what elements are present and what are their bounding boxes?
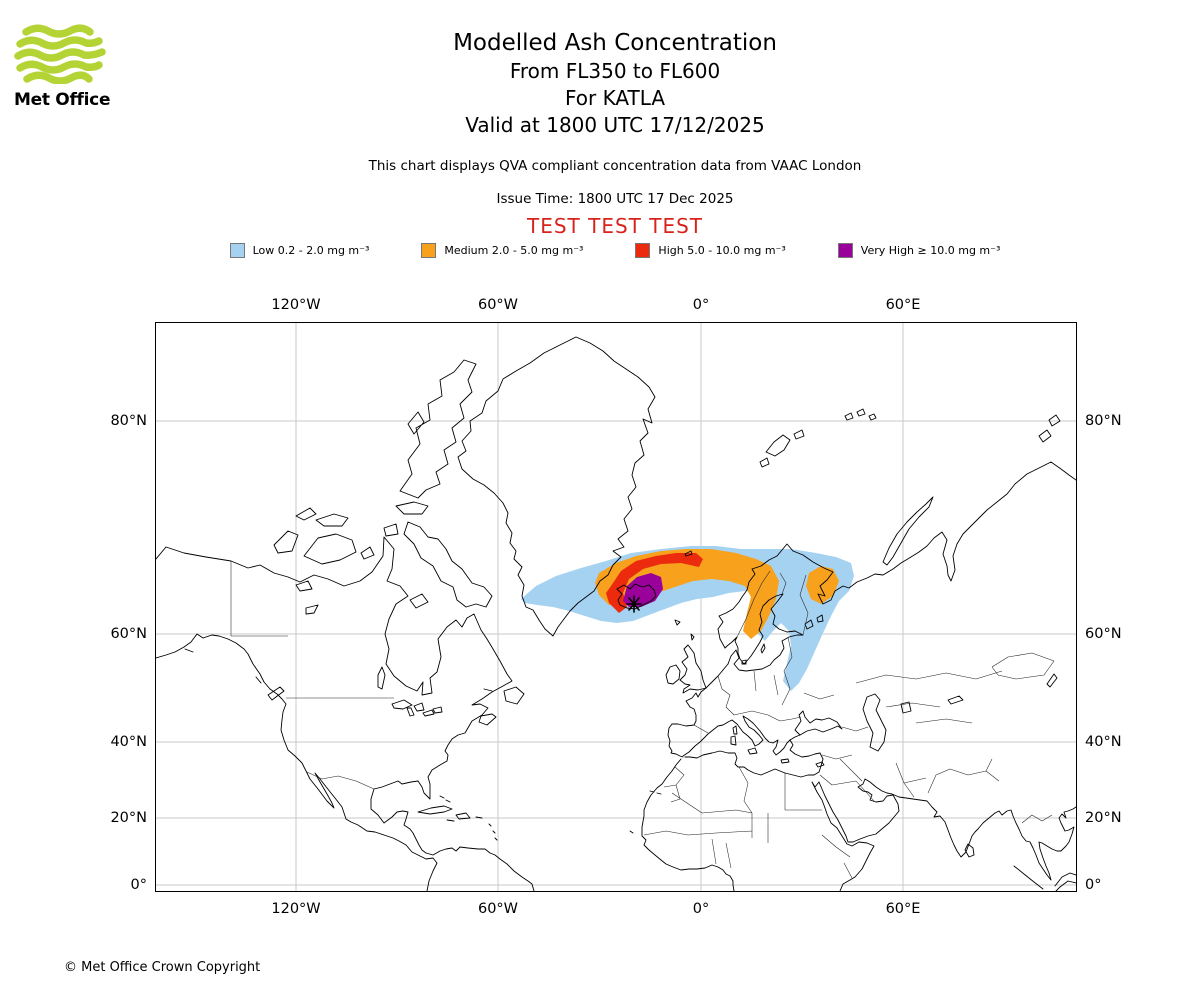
map-frame: 120°W 60°W 0° 60°E 120°W 60°W 0° 60°E 80… (110, 297, 1121, 917)
issue-time: Issue Time: 1800 UTC 17 Dec 2025 (496, 191, 734, 207)
ash-medium-polygon (595, 549, 779, 639)
lon-label-top-0: 120°W (271, 297, 321, 313)
lon-label-bottom-1: 60°W (477, 901, 519, 917)
lat-label-left-1: 60°N (110, 626, 147, 642)
lat-label-right-0: 80°N (1085, 413, 1122, 429)
ash-high-polygon (606, 553, 703, 613)
logo-waves-icon (14, 24, 106, 85)
legend-item-very-high: Very High ≥ 10.0 mg m⁻³ (837, 243, 1001, 258)
world-map-canvas (156, 323, 1076, 891)
medium-swatch-icon (421, 243, 437, 258)
legend-label-low: Low 0.2 - 2.0 mg m⁻³ (252, 244, 370, 257)
title-block: Modelled Ash Concentration From FL350 to… (15, 28, 1200, 139)
title-flight-levels: From FL350 to FL600 (509, 59, 721, 83)
low-swatch-icon (229, 243, 245, 258)
legend-label-medium: Medium 2.0 - 5.0 mg m⁻³ (444, 244, 584, 257)
lat-label-right-1: 60°N (1085, 626, 1122, 642)
legend-item-medium: Medium 2.0 - 5.0 mg m⁻³ (421, 243, 583, 258)
chart-description: This chart displays QVA compliant concen… (368, 158, 862, 174)
lat-label-right-4: 0° (1085, 877, 1102, 893)
lat-label-left-0: 80°N (110, 413, 147, 429)
volcano-marker (626, 595, 642, 613)
page-title: Modelled Ash Concentration (453, 30, 777, 56)
lat-label-left-4: 0° (130, 877, 147, 893)
concentration-legend: Low 0.2 - 2.0 mg m⁻³ Medium 2.0 - 5.0 mg… (15, 243, 1200, 258)
lon-label-bottom-2: 0° (692, 901, 710, 917)
title-volcano: For KATLA (565, 86, 665, 110)
legend-item-low: Low 0.2 - 2.0 mg m⁻³ (229, 243, 370, 258)
high-swatch-icon (635, 243, 651, 258)
met-office-logo: Met Office (14, 24, 124, 110)
lon-label-top-3: 60°E (885, 297, 921, 313)
lat-label-right-2: 40°N (1085, 734, 1122, 750)
legend-item-high: High 5.0 - 10.0 mg m⁻³ (635, 243, 786, 258)
logo-text: Met Office (14, 90, 111, 110)
test-banner: TEST TEST TEST (526, 214, 703, 238)
lat-label-left-2: 40°N (110, 734, 147, 750)
very-high-swatch-icon (837, 243, 853, 258)
legend-label-very-high: Very High ≥ 10.0 mg m⁻³ (860, 244, 1001, 257)
lon-label-bottom-3: 60°E (885, 901, 921, 917)
title-valid-time: Valid at 1800 UTC 17/12/2025 (465, 113, 765, 137)
coastlines (156, 336, 1076, 891)
legend-label-high: High 5.0 - 10.0 mg m⁻³ (658, 244, 786, 257)
copyright-notice: © Met Office Crown Copyright (64, 960, 261, 975)
lon-label-top-1: 60°W (477, 297, 519, 313)
lat-label-right-3: 20°N (1085, 810, 1122, 826)
lon-label-top-2: 0° (692, 297, 710, 313)
ash-plume-layers (521, 546, 854, 691)
country-borders (230, 561, 1055, 879)
graticule (156, 323, 1076, 891)
lon-label-bottom-0: 120°W (271, 901, 321, 917)
lat-label-left-3: 20°N (110, 810, 147, 826)
